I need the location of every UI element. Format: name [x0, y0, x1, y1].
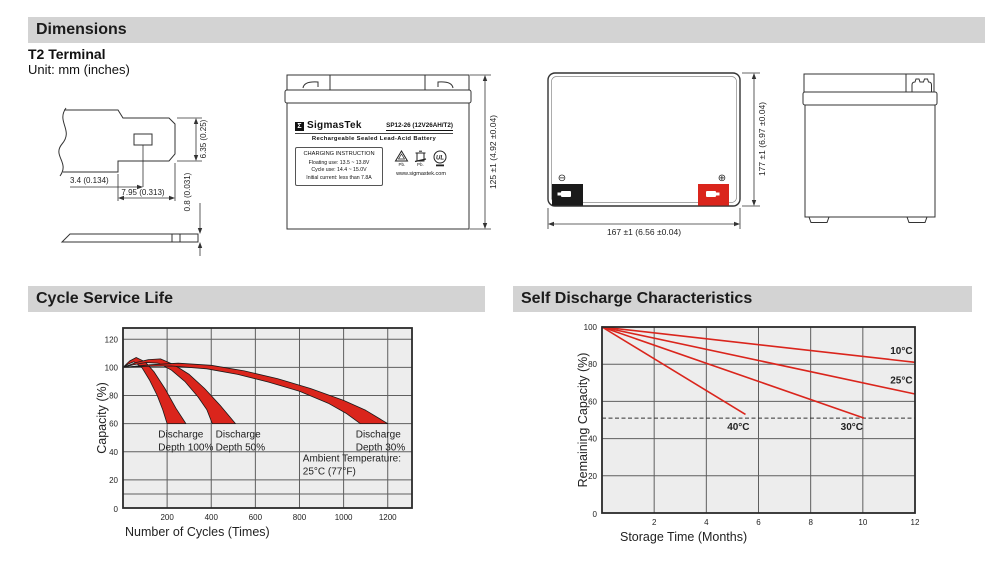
- svg-text:0: 0: [593, 510, 598, 519]
- model-number: SP12-26 (12V26AH/T2): [386, 122, 453, 131]
- svg-text:Capacity (%): Capacity (%): [95, 382, 109, 454]
- battery-front-view: 125 ±1 (4.92 ±0.04): [284, 74, 498, 230]
- svg-text:40°C: 40°C: [727, 422, 749, 433]
- svg-text:20: 20: [109, 476, 118, 485]
- charging-line-float: Floating use: 13.5 ~ 13.8V: [308, 159, 370, 166]
- charging-line-cycle: Cycle use: 14.4 ~ 15.0V: [311, 167, 367, 174]
- svg-text:Depth 50%: Depth 50%: [216, 443, 266, 454]
- svg-text:80: 80: [109, 392, 118, 401]
- ul-file-number-bar: [436, 164, 444, 166]
- terminal-detail-drawing: 6.35 (0.25) 3.4 (0.134) 7.95 (0.313) 0.8…: [58, 107, 208, 256]
- svg-text:40: 40: [588, 435, 597, 444]
- break-line: [58, 107, 67, 177]
- front-right-terminal: [437, 81, 454, 89]
- side-lid-band: [802, 91, 938, 106]
- svg-text:Storage Time (Months): Storage Time (Months): [620, 530, 747, 544]
- svg-text:12: 12: [911, 518, 920, 527]
- top-width-dim: 167 ±1 (6.56 ±0.04): [607, 227, 681, 237]
- front-lid-band: [284, 89, 472, 104]
- side-foot-right: [906, 216, 928, 223]
- svg-text:2: 2: [652, 518, 657, 527]
- svg-text:800: 800: [293, 513, 307, 522]
- svg-text:400: 400: [205, 513, 219, 522]
- svg-text:120: 120: [105, 335, 119, 344]
- battery-side-view: [802, 73, 938, 223]
- dimension-arrows: [482, 75, 488, 229]
- svg-text:1200: 1200: [379, 513, 397, 522]
- terminal-height-dim: 6.35 (0.25): [199, 119, 208, 158]
- svg-text:80: 80: [588, 360, 597, 369]
- svg-text:60: 60: [588, 397, 597, 406]
- svg-text:30°C: 30°C: [841, 422, 863, 433]
- svg-text:60: 60: [109, 420, 118, 429]
- terminal-thickness-dim: 0.8 (0.031): [183, 172, 192, 211]
- side-top-strip: [803, 73, 935, 93]
- terminal-length-dim: 7.95 (0.313): [121, 188, 164, 197]
- cycle-service-life-header: Cycle Service Life: [28, 286, 485, 312]
- svg-text:10: 10: [858, 518, 867, 527]
- svg-text:200: 200: [160, 513, 174, 522]
- svg-text:10°C: 10°C: [890, 346, 912, 357]
- dimensions-section-header: Dimensions: [28, 17, 985, 43]
- battery-label: Σ SigmasTek SP12-26 (12V26AH/T2) Recharg…: [295, 120, 453, 187]
- svg-text:100: 100: [105, 363, 119, 372]
- ul-icon: UL: [433, 150, 447, 166]
- front-height-dim: 125 ±1 (4.92 ±0.04): [488, 115, 498, 189]
- charging-line-current: Initial current: less than 7.8A: [306, 174, 372, 181]
- cycle-service-life-chart: 200 400 600 800 1000 1200204060801001200Disch…: [95, 327, 413, 539]
- svg-text:Depth 100%: Depth 100%: [158, 443, 213, 454]
- side-terminal: [911, 78, 932, 92]
- front-body: [286, 102, 470, 230]
- self-discharge-chart: 10°C 25°C 30°C 40°C 2 4 6 8 10 12 20 40 60 80 100 0 Stor…: [576, 323, 920, 544]
- svg-text:8: 8: [808, 518, 813, 527]
- charging-title: CHARGING INSTRUCTION: [303, 150, 375, 157]
- front-top-strip: [286, 74, 470, 91]
- sigmastek-logo-icon: Σ: [295, 122, 304, 131]
- svg-text:20: 20: [588, 472, 597, 481]
- svg-text:40: 40: [109, 448, 118, 457]
- svg-text:Discharge: Discharge: [216, 430, 261, 441]
- negative-terminal-symbol: ⊖: [558, 173, 566, 184]
- terminal-rivet: [133, 133, 153, 146]
- svg-text:0: 0: [114, 505, 119, 514]
- svg-text:25°C (77°F): 25°C (77°F): [303, 467, 356, 478]
- terminal-plate: [60, 233, 199, 243]
- top-view-outline: [547, 72, 741, 207]
- svg-text:Discharge: Discharge: [356, 430, 401, 441]
- svg-text:100: 100: [584, 323, 598, 332]
- svg-text:1000: 1000: [335, 513, 353, 522]
- dimension-arrows: [118, 118, 203, 248]
- svg-text:4: 4: [704, 518, 709, 527]
- pb-recycle-icon: Pb.: [394, 149, 409, 167]
- svg-text:Remaining Capacity (%): Remaining Capacity (%): [576, 353, 590, 488]
- website-text: www.sigmastek.com: [396, 170, 446, 177]
- side-body: [804, 104, 936, 218]
- pb-bin-icon: Pb.: [414, 150, 427, 167]
- svg-text:Discharge: Discharge: [158, 430, 203, 441]
- svg-text:25°C: 25°C: [890, 376, 912, 387]
- svg-text:Ambient Temperature:: Ambient Temperature:: [303, 454, 401, 465]
- side-foot-left: [808, 216, 830, 223]
- label-subtitle: Rechargeable Sealed Lead-Acid Battery: [295, 133, 453, 142]
- front-left-terminal: [302, 81, 319, 89]
- unit-note: Unit: mm (inches): [28, 62, 130, 77]
- terminal-type-title: T2 Terminal: [28, 46, 106, 62]
- svg-text:Pb.: Pb.: [399, 162, 406, 167]
- top-depth-dim: 177 ±1 (6.97 ±0.04): [757, 102, 767, 176]
- battery-top-view: ⊖ ⊕ 167 ±1 (6.56 ±0.04) 177 ±1 (6.97 ±0.…: [547, 72, 767, 237]
- svg-text:Pb.: Pb.: [417, 162, 424, 167]
- terminal-profile: [63, 109, 176, 173]
- brand-name: SigmasTek: [307, 120, 362, 131]
- svg-text:UL: UL: [436, 155, 444, 161]
- charging-instruction-box: CHARGING INSTRUCTION Floating use: 13.5 …: [295, 146, 383, 187]
- terminal-offset-dim: 3.4 (0.134): [70, 176, 109, 185]
- self-discharge-header: Self Discharge Characteristics: [513, 286, 972, 312]
- svg-text:Depth 30%: Depth 30%: [356, 443, 406, 454]
- positive-terminal-symbol: ⊕: [718, 173, 726, 184]
- svg-text:6: 6: [756, 518, 761, 527]
- dimension-arrows: [548, 73, 757, 227]
- svg-text:600: 600: [249, 513, 263, 522]
- svg-text:Number of Cycles (Times): Number of Cycles (Times): [125, 525, 270, 539]
